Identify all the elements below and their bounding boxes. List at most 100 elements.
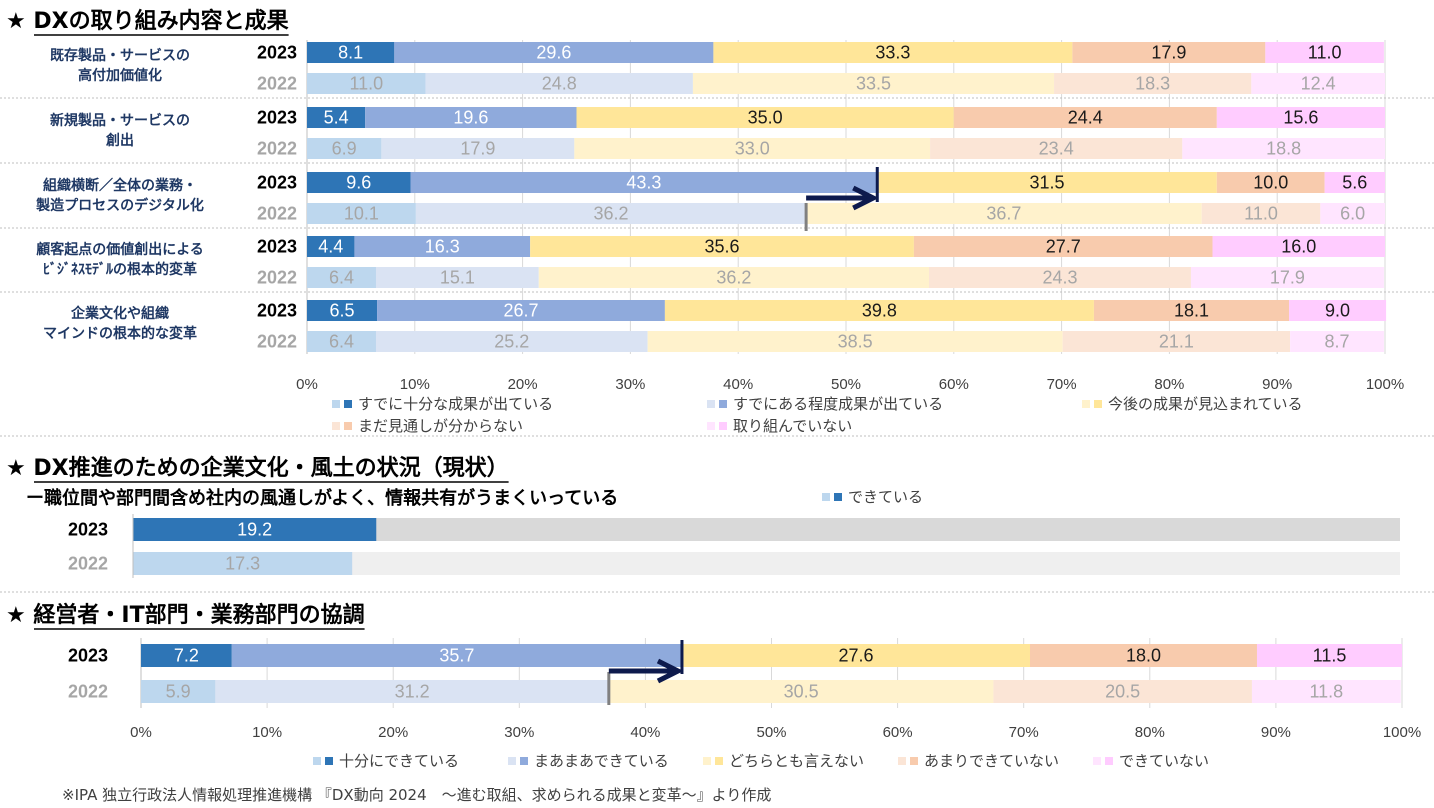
- s1-2022-value-label: 36.2: [593, 204, 628, 224]
- s3-2022-value-label: 30.5: [784, 682, 819, 702]
- s1-tick-label: 30%: [615, 376, 645, 393]
- year-label: 2023: [68, 646, 108, 666]
- s1-legend-swatch-2023: [719, 400, 727, 408]
- s3-legend-swatch-2023: [520, 757, 528, 765]
- s1-2023-bar-seg-1: [307, 300, 378, 321]
- s1-2022-value-label: 6.9: [332, 139, 357, 159]
- s1-2023-bar-seg-4: [1216, 172, 1325, 193]
- s1-tick-label: 10%: [400, 376, 430, 393]
- s1-2023-value-label: 27.7: [1046, 237, 1081, 257]
- s3-legend-swatch-2023: [910, 757, 918, 765]
- year-label: 2023: [257, 237, 297, 257]
- s3-legend-label: 十分にできている: [339, 752, 459, 770]
- s1-2022-value-label: 21.1: [1159, 332, 1194, 352]
- s1-2022-bar-seg-4: [1201, 203, 1321, 224]
- s1-tick-label: 60%: [939, 376, 969, 393]
- s1-2023-value-label: 31.5: [1030, 173, 1065, 193]
- s1-2022-value-label: 33.0: [735, 139, 770, 159]
- year-label: 2022: [257, 268, 297, 288]
- s3-2023-bar-seg-4: [1030, 644, 1257, 667]
- year-label: 2022: [257, 332, 297, 352]
- s3-2022-value-label: 20.5: [1105, 682, 1140, 702]
- year-label: 2023: [257, 43, 297, 63]
- s1-2023-value-label: 4.4: [318, 237, 343, 257]
- s1-2022-bar-seg-1: [307, 73, 426, 94]
- s3-tick-label: 0%: [130, 724, 152, 741]
- s1-2022-bar-seg-4: [1054, 73, 1252, 94]
- s1-2023-value-label: 35.0: [748, 108, 783, 128]
- s1-legend-swatch-2023: [344, 422, 352, 430]
- s1-legend-label: 今後の成果が見込まれている: [1108, 395, 1303, 413]
- s1-2022-bar-seg-2: [425, 73, 693, 94]
- s1-2023-bar-seg-3: [664, 300, 1094, 321]
- s1-2022-value-label: 11.0: [1244, 204, 1278, 224]
- category-label: 高付加価値化: [78, 67, 162, 84]
- s3-2023-bar-seg-3: [681, 644, 1031, 667]
- s2-2022-bar-seg-1: [133, 552, 353, 575]
- s3-2023-bar-seg-1: [141, 644, 232, 667]
- s3-2022-value-label: 11.8: [1309, 682, 1343, 702]
- s3-2022-value-label: 31.2: [395, 682, 430, 702]
- year-label: 2022: [68, 682, 108, 702]
- s1-2022-bar-seg-1: [307, 331, 376, 352]
- year-label: 2022: [257, 139, 297, 159]
- s1-tick-label: 40%: [723, 376, 753, 393]
- s3-legend-label: できていない: [1119, 752, 1209, 770]
- s3-legend-label: あまりできていない: [924, 752, 1059, 770]
- s3-2022-bar-seg-2: [215, 680, 609, 703]
- s3-2022-bar-seg-5: [1251, 680, 1401, 703]
- s1-2022-bar-seg-3: [574, 138, 931, 159]
- s1-2023-value-label: 43.3: [626, 173, 661, 193]
- s2-bar-track: [133, 518, 1400, 541]
- s1-2023-value-label: 26.7: [503, 301, 538, 321]
- s3-2023-value-label: 7.2: [174, 646, 199, 666]
- s1-2022-bar-seg-1: [307, 267, 376, 288]
- s1-2023-value-label: 16.0: [1281, 237, 1316, 257]
- s1-2023-bar-seg-1: [307, 236, 355, 257]
- s1-legend-swatch-2022: [332, 422, 340, 430]
- s1-2023-bar-seg-3: [576, 107, 954, 128]
- s1-2023-bar-seg-3: [713, 42, 1073, 63]
- s1-2022-bar-seg-2: [415, 203, 807, 224]
- s1-2023-value-label: 10.0: [1253, 173, 1288, 193]
- s1-2023-bar-seg-5: [1216, 107, 1385, 128]
- section3-title: ★ 経営者・IT部門・業務部門の協調: [6, 602, 365, 628]
- s1-2022-bar-seg-3: [538, 267, 930, 288]
- s3-tick-label: 20%: [378, 724, 408, 741]
- s1-tick-label: 50%: [831, 376, 861, 393]
- s1-2022-value-label: 6.4: [329, 268, 354, 288]
- s3-tick-label: 50%: [756, 724, 786, 741]
- s3-legend-swatch-2022: [898, 757, 906, 765]
- s1-2023-bar-seg-3: [877, 172, 1217, 193]
- s3-2022-bar-seg-4: [993, 680, 1252, 703]
- s3-2023-bar-seg-5: [1256, 644, 1402, 667]
- s1-2023-value-label: 35.6: [705, 237, 740, 257]
- s1-2023-bar-seg-5: [1324, 172, 1385, 193]
- s1-2022-bar-seg-5: [1290, 331, 1384, 352]
- s2-bar-track: [133, 552, 1400, 575]
- s1-tick-label: 100%: [1366, 376, 1404, 393]
- s2-legend-label: できている: [848, 488, 923, 506]
- s1-2022-value-label: 8.7: [1325, 332, 1350, 352]
- category-label: 新規製品・サービスの: [50, 112, 190, 129]
- s1-2023-value-label: 15.6: [1283, 108, 1318, 128]
- s3-2022-value-label: 5.9: [166, 682, 191, 702]
- s1-2022-bar-seg-3: [647, 331, 1063, 352]
- s1-2022-bar-seg-1: [307, 203, 416, 224]
- s1-2023-bar-seg-5: [1212, 236, 1385, 257]
- s2-legend-swatch-2023: [834, 493, 842, 501]
- s1-2022-bar-seg-2: [381, 138, 575, 159]
- s3-tick-label: 40%: [630, 724, 660, 741]
- s1-2022-bar-seg-1: [307, 138, 382, 159]
- s1-2023-bar-seg-4: [913, 236, 1213, 257]
- s1-2022-value-label: 15.1: [440, 268, 475, 288]
- s1-tick-label: 80%: [1154, 376, 1184, 393]
- s1-2022-value-label: 24.3: [1042, 268, 1077, 288]
- section2-title: ★ DX推進のための企業文化・風土の状況（現状）: [6, 455, 509, 481]
- s1-tick-label: 90%: [1262, 376, 1292, 393]
- s1-2022-value-label: 6.0: [1340, 204, 1365, 224]
- year-label: 2023: [257, 108, 297, 128]
- s1-tick-label: 20%: [508, 376, 538, 393]
- s1-2022-bar-seg-3: [806, 203, 1202, 224]
- s1-2022-value-label: 18.3: [1135, 74, 1170, 94]
